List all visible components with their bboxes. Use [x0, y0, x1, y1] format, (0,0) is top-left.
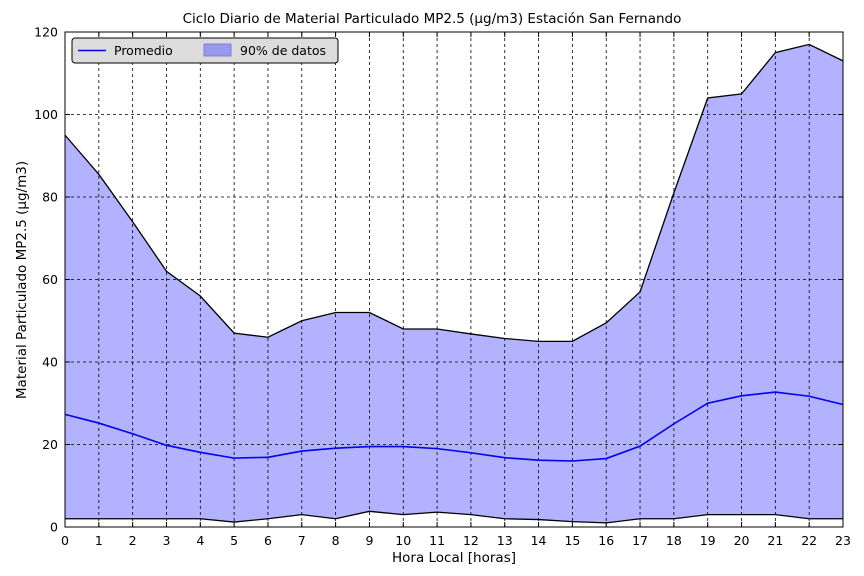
x-tick-label: 0 — [61, 533, 69, 548]
x-tick-label: 23 — [835, 533, 851, 548]
x-tick-label: 13 — [497, 533, 513, 548]
series-line-promedio — [64, 391, 844, 462]
x-tick-label: 8 — [332, 533, 340, 548]
x-axis-label: Hora Local [horas] — [392, 550, 516, 566]
x-tick-label: 22 — [801, 533, 817, 548]
x-tick-label: 2 — [129, 533, 137, 548]
x-tick-label: 21 — [767, 533, 783, 548]
y-tick-label: 100 — [34, 107, 58, 122]
x-tick-label: 6 — [264, 533, 272, 548]
x-tick-label: 3 — [163, 533, 171, 548]
y-tick-label: 120 — [34, 25, 58, 40]
y-axis-label: Material Particulado MP2.5 (µg/m3) — [14, 161, 30, 399]
x-tick-label: 19 — [700, 533, 716, 548]
band-upper-edge — [64, 43, 844, 343]
band-fill — [65, 44, 843, 523]
x-tick-label: 20 — [734, 533, 750, 548]
x-tick-label: 11 — [429, 533, 445, 548]
y-tick-label: 80 — [42, 190, 58, 205]
x-tick-label: 5 — [230, 533, 238, 548]
x-tick-label: 16 — [598, 533, 614, 548]
x-tick-label: 14 — [531, 533, 547, 548]
y-tick-label: 40 — [42, 355, 58, 370]
x-tick-label: 12 — [463, 533, 479, 548]
y-tick-label: 60 — [42, 272, 58, 287]
legend-swatch-band — [203, 43, 232, 57]
legend: Promedio 90% de datos — [71, 37, 339, 64]
x-tick-label: 7 — [298, 533, 306, 548]
plot-area: 0 1 2 3 4 5 6 7 8 9 10 11 12 13 14 15 16 17 18 19 20 21 22 2302… — [34, 25, 851, 549]
x-tick-label: 17 — [632, 533, 648, 548]
chart-title: Ciclo Diario de Material Particulado MP2… — [183, 11, 682, 27]
legend-label-promedio: Promedio — [114, 43, 173, 58]
x-tick-label: 10 — [395, 533, 411, 548]
x-tick-label: 9 — [365, 533, 373, 548]
x-tick-label: 1 — [95, 533, 103, 548]
y-tick-label: 20 — [42, 437, 58, 452]
x-tick-label: 15 — [564, 533, 580, 548]
x-tick-label: 18 — [666, 533, 682, 548]
band-lower-edge — [65, 510, 843, 524]
y-tick-label: 0 — [50, 520, 58, 535]
x-tick-label: 4 — [196, 533, 204, 548]
legend-label-band: 90% de datos — [240, 43, 326, 58]
